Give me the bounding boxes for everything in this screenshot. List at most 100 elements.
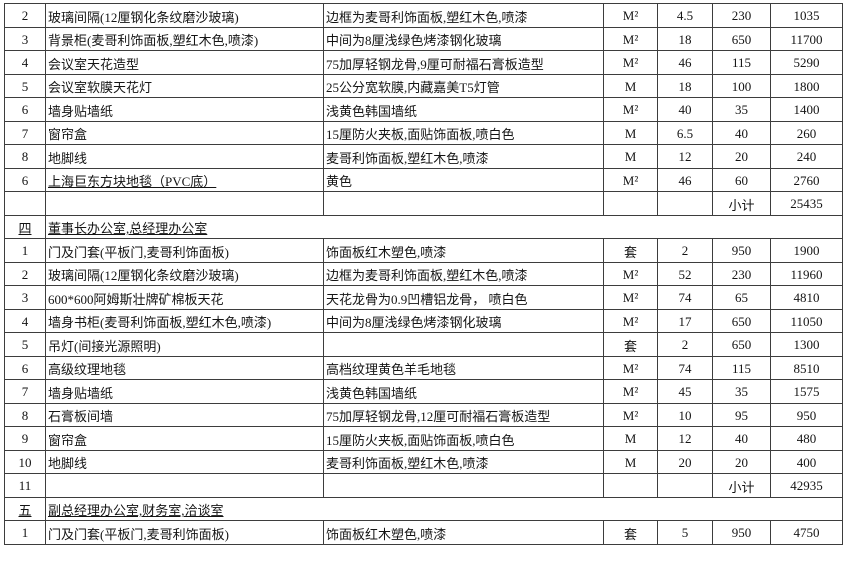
row-number-cell[interactable]: 3 (4, 26, 46, 51)
item-cell[interactable]: 墙身书柜(麦哥利饰面板,塑红木色,喷漆) (45, 308, 324, 333)
row-number-cell[interactable]: 7 (4, 120, 46, 145)
row-number-cell[interactable]: 6 (4, 97, 46, 122)
quantity-cell[interactable] (657, 191, 713, 216)
item-cell[interactable]: 窗帘盒 (45, 426, 324, 451)
description-cell[interactable]: 边框为麦哥利饰面板,塑红木色,喷漆 (323, 3, 604, 28)
description-cell[interactable]: 边框为麦哥利饰面板,塑红木色,喷漆 (323, 261, 604, 286)
total-cell[interactable]: 480 (770, 426, 843, 451)
description-cell[interactable]: 天花龙骨为0.9凹槽铝龙骨， 喷白色 (323, 285, 604, 310)
description-cell[interactable]: 麦哥利饰面板,塑红木色,喷漆 (323, 144, 604, 169)
unit-price-cell[interactable]: 230 (712, 3, 771, 28)
quantity-cell[interactable]: 12 (657, 144, 713, 169)
description-cell[interactable]: 浅黄色韩国墙纸 (323, 379, 604, 404)
total-cell[interactable]: 4750 (770, 520, 843, 545)
description-cell[interactable]: 25公分宽软膜,内藏嘉美T5灯管 (323, 73, 604, 98)
quantity-cell[interactable]: 5 (657, 520, 713, 545)
description-cell[interactable]: 75加厚轻钢龙骨,9厘可耐福石膏板造型 (323, 50, 604, 75)
unit-cell[interactable]: M² (603, 3, 658, 28)
quantity-cell[interactable]: 17 (657, 308, 713, 333)
unit-price-cell[interactable]: 115 (712, 355, 771, 380)
unit-cell[interactable]: M (603, 73, 658, 98)
item-cell[interactable]: 地脚线 (45, 449, 324, 474)
unit-price-cell[interactable]: 65 (712, 285, 771, 310)
description-cell[interactable] (323, 332, 604, 357)
unit-cell[interactable]: M² (603, 285, 658, 310)
item-cell[interactable]: 玻璃间隔(12厘钢化条纹磨沙玻璃) (45, 3, 324, 28)
description-cell[interactable]: 麦哥利饰面板,塑红木色,喷漆 (323, 449, 604, 474)
quantity-cell[interactable]: 10 (657, 402, 713, 427)
row-number-cell[interactable]: 4 (4, 308, 46, 333)
row-number-cell[interactable]: 6 (4, 167, 46, 192)
total-cell[interactable]: 11960 (770, 261, 843, 286)
unit-price-cell[interactable]: 650 (712, 332, 771, 357)
item-cell[interactable]: 高级纹理地毯 (45, 355, 324, 380)
unit-price-cell[interactable]: 60 (712, 167, 771, 192)
description-cell[interactable]: 浅黄色韩国墙纸 (323, 97, 604, 122)
description-cell[interactable] (323, 473, 604, 498)
unit-cell[interactable] (603, 191, 658, 216)
description-cell[interactable]: 中间为8厘浅绿色烤漆钢化玻璃 (323, 26, 604, 51)
unit-cell[interactable]: M² (603, 379, 658, 404)
unit-price-cell[interactable]: 35 (712, 379, 771, 404)
quantity-cell[interactable]: 18 (657, 26, 713, 51)
quantity-cell[interactable]: 2 (657, 238, 713, 263)
unit-cell[interactable]: M (603, 144, 658, 169)
item-cell[interactable]: 600*600阿姆斯壮牌矿棉板天花 (45, 285, 324, 310)
quantity-cell[interactable]: 52 (657, 261, 713, 286)
unit-price-cell[interactable]: 650 (712, 308, 771, 333)
unit-cell[interactable]: M² (603, 355, 658, 380)
item-cell[interactable]: 窗帘盒 (45, 120, 324, 145)
row-number-cell[interactable]: 8 (4, 144, 46, 169)
total-cell[interactable]: 1400 (770, 97, 843, 122)
item-cell[interactable]: 地脚线 (45, 144, 324, 169)
unit-price-cell[interactable]: 20 (712, 449, 771, 474)
quantity-cell[interactable]: 46 (657, 167, 713, 192)
description-cell[interactable]: 15厘防火夹板,面贴饰面板,喷白色 (323, 426, 604, 451)
total-cell[interactable]: 240 (770, 144, 843, 169)
row-number-cell[interactable]: 5 (4, 332, 46, 357)
unit-cell[interactable]: M (603, 120, 658, 145)
item-cell[interactable] (45, 473, 324, 498)
total-cell[interactable]: 8510 (770, 355, 843, 380)
unit-price-cell[interactable]: 100 (712, 73, 771, 98)
item-cell[interactable] (45, 191, 324, 216)
quantity-cell[interactable]: 6.5 (657, 120, 713, 145)
unit-price-cell[interactable]: 950 (712, 520, 771, 545)
quantity-cell[interactable]: 46 (657, 50, 713, 75)
unit-price-cell[interactable]: 650 (712, 26, 771, 51)
section-title-cell[interactable]: 副总经理办公室,财务室,洽谈室 (45, 496, 843, 521)
quantity-cell[interactable]: 4.5 (657, 3, 713, 28)
total-cell[interactable]: 1575 (770, 379, 843, 404)
quantity-cell[interactable]: 45 (657, 379, 713, 404)
row-number-cell[interactable]: 3 (4, 285, 46, 310)
unit-cell[interactable]: M² (603, 167, 658, 192)
row-number-cell[interactable]: 11 (4, 473, 46, 498)
row-number-cell[interactable]: 1 (4, 520, 46, 545)
subtotal-label-cell[interactable]: 小计 (712, 191, 771, 216)
total-cell[interactable]: 950 (770, 402, 843, 427)
item-cell[interactable]: 墙身贴墙纸 (45, 97, 324, 122)
unit-price-cell[interactable]: 230 (712, 261, 771, 286)
total-cell[interactable]: 260 (770, 120, 843, 145)
unit-cell[interactable]: M² (603, 308, 658, 333)
unit-cell[interactable]: M (603, 426, 658, 451)
unit-cell[interactable]: M² (603, 402, 658, 427)
unit-cell[interactable]: M² (603, 50, 658, 75)
item-cell[interactable]: 玻璃间隔(12厘钢化条纹磨沙玻璃) (45, 261, 324, 286)
unit-price-cell[interactable]: 115 (712, 50, 771, 75)
row-number-cell[interactable]: 9 (4, 426, 46, 451)
quantity-cell[interactable]: 40 (657, 97, 713, 122)
row-number-cell[interactable]: 6 (4, 355, 46, 380)
unit-cell[interactable]: M² (603, 97, 658, 122)
item-cell[interactable]: 上海巨东方块地毯（PVC底） (45, 167, 324, 192)
total-cell[interactable]: 11050 (770, 308, 843, 333)
total-cell[interactable]: 11700 (770, 26, 843, 51)
total-cell[interactable]: 1800 (770, 73, 843, 98)
item-cell[interactable]: 门及门套(平板门,麦哥利饰面板) (45, 520, 324, 545)
unit-cell[interactable]: 套 (603, 238, 658, 263)
unit-cell[interactable]: M² (603, 26, 658, 51)
item-cell[interactable]: 石膏板间墙 (45, 402, 324, 427)
total-cell[interactable]: 2760 (770, 167, 843, 192)
unit-price-cell[interactable]: 40 (712, 426, 771, 451)
row-number-cell[interactable]: 10 (4, 449, 46, 474)
